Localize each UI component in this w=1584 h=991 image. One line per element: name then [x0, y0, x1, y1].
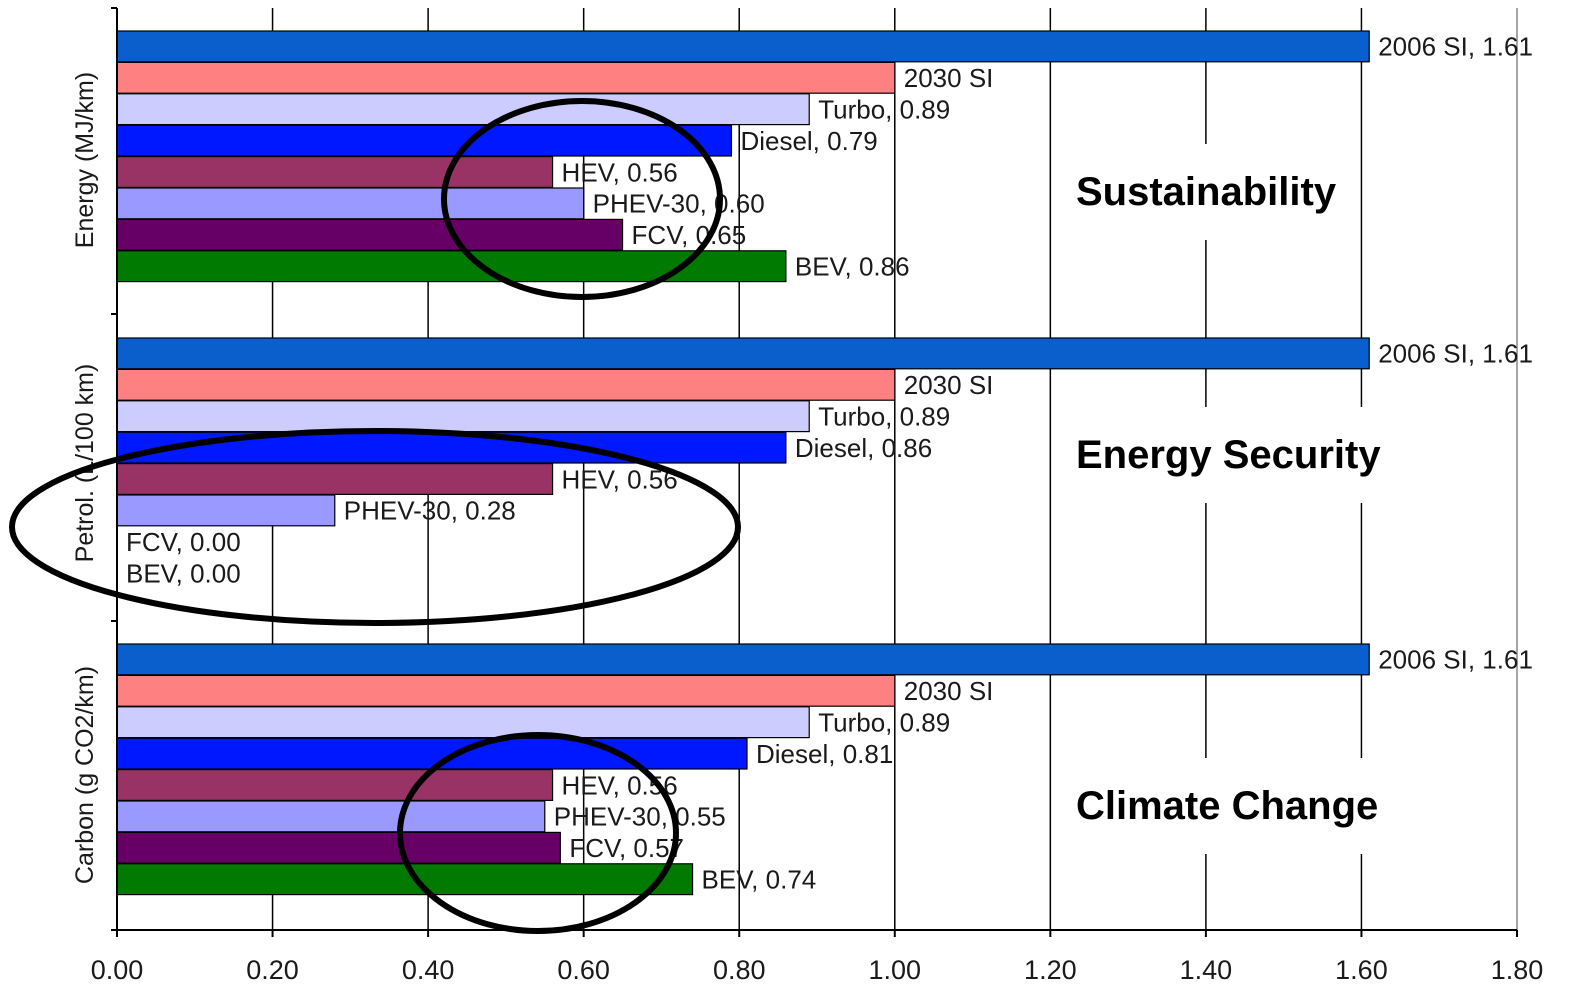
bar: [116, 61, 896, 94]
bar-label: Turbo, 0.89: [818, 95, 950, 125]
bar: [116, 706, 810, 739]
bar: [116, 400, 810, 433]
bar: [116, 431, 787, 464]
bar-label: Turbo, 0.89: [818, 402, 950, 432]
bar-label: 2006 SI, 1.61: [1378, 645, 1533, 675]
bar: [116, 831, 561, 864]
bar-label: FCV, 0.00: [126, 527, 241, 557]
bar: [116, 674, 896, 707]
highlight-ellipse: [397, 732, 679, 934]
bar: [116, 187, 585, 220]
highlight-ellipse: [9, 428, 741, 626]
bar: [116, 156, 554, 189]
annotation-label: Sustainability: [1076, 170, 1337, 214]
x-tick-labels: 0.00 0.20 0.40 0.60 0.80 1.00 1.20 1.40 1.60 1.80: [91, 955, 1544, 985]
bar: [116, 218, 624, 251]
bar: [116, 250, 787, 283]
annotation-background: [1066, 144, 1349, 240]
x-tick-label: 0.60: [557, 955, 610, 985]
bar: [116, 800, 546, 833]
annotations: Sustainability Energy Security Climate Cha…: [1066, 144, 1394, 854]
annotation-label: Climate Change: [1076, 784, 1378, 828]
bar: [116, 863, 694, 896]
x-tick-label: 1.00: [868, 955, 921, 985]
x-tick-label: 1.80: [1491, 955, 1544, 985]
annotation-label: Energy Security: [1076, 433, 1381, 477]
x-tick-label: 1.40: [1180, 955, 1233, 985]
x-tick-label: 0.40: [402, 955, 455, 985]
bar-label: HEV, 0.56: [562, 157, 678, 187]
bar-label: 2006 SI, 1.61: [1378, 339, 1533, 369]
bar-label: PHEV-30, 0.60: [593, 189, 765, 219]
x-tick-label: 1.60: [1335, 955, 1388, 985]
x-tick-label: 0.00: [91, 955, 144, 985]
bar: [116, 368, 896, 401]
axes-frame: [111, 7, 1518, 937]
bar: [116, 768, 554, 801]
bar-label: PHEV-30, 0.55: [554, 802, 726, 832]
bar-label: FCV, 0.57: [569, 833, 684, 863]
bar-label: BEV, 0.86: [795, 252, 910, 282]
bar-label: FCV, 0.65: [632, 220, 747, 250]
bar: [116, 737, 748, 770]
bar-label: 2030 SI: [904, 63, 994, 93]
bar-label: 2030 SI: [904, 676, 994, 706]
panel-ylabel: Energy (MJ/km): [71, 72, 99, 248]
bar: [116, 124, 733, 157]
bar: [116, 643, 1370, 676]
panel-ylabel: Carbon (g CO2/km): [71, 666, 99, 884]
bar-label: 2006 SI, 1.61: [1378, 32, 1533, 62]
x-tick-label: 0.20: [246, 955, 299, 985]
x-tick-label: 0.80: [713, 955, 766, 985]
bar-label: 2030 SI: [904, 370, 994, 400]
bar-label: Diesel, 0.86: [795, 433, 932, 463]
bar-label: Diesel, 0.79: [740, 126, 877, 156]
bar: [116, 463, 554, 496]
bar-label: Diesel, 0.81: [756, 739, 893, 769]
bar: [116, 93, 810, 126]
bar: [116, 337, 1370, 370]
x-tick-label: 1.20: [1024, 955, 1077, 985]
bar: [116, 30, 1370, 63]
bar-label: Turbo, 0.89: [818, 708, 950, 738]
panel-ylabels: Energy (MJ/km)Petrol. (L/100 km)Carbon (…: [71, 72, 99, 884]
highlight-ellipse: [441, 98, 723, 300]
bar: [116, 494, 336, 527]
bar-label: BEV, 0.00: [126, 559, 241, 589]
annotation-background: [1066, 407, 1394, 503]
highlight-ellipses: [9, 98, 741, 934]
bar-label: BEV, 0.74: [702, 865, 817, 895]
annotation-background: [1066, 758, 1391, 854]
bar-label: PHEV-30, 0.28: [344, 496, 516, 526]
bars: [116, 30, 1370, 896]
